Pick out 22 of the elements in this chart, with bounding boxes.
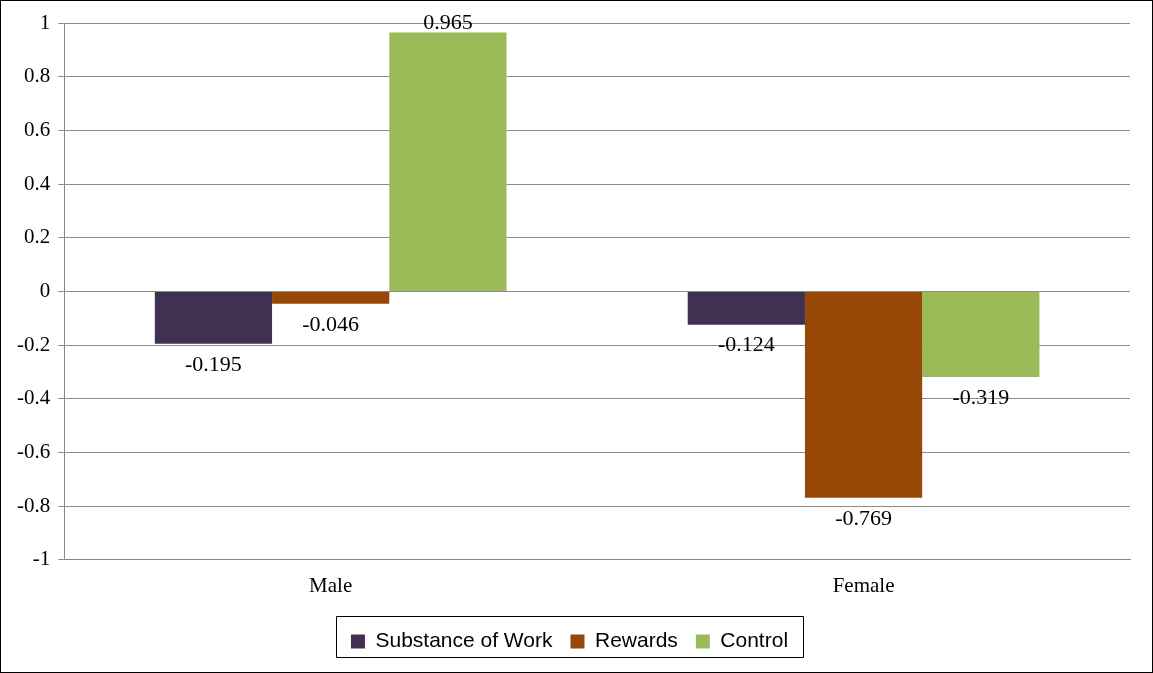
data-label: -0.195 (185, 350, 242, 376)
x-tick-label: Male (309, 572, 353, 597)
y-tick-label: -0.8 (16, 492, 51, 517)
legend-label: Control (720, 628, 789, 652)
legend-label: Rewards (594, 628, 678, 652)
x-tick-label: Female (832, 572, 895, 597)
y-tick-label: -1 (32, 546, 51, 571)
y-tick-label: 0.4 (23, 170, 51, 195)
data-label: -0.319 (952, 383, 1010, 409)
legend-label: Substance of Work (375, 628, 553, 652)
y-tick-label: -0.6 (16, 438, 51, 463)
data-label: 0.965 (423, 9, 473, 35)
y-tick-label: -0.4 (16, 385, 51, 410)
data-label: -0.769 (835, 504, 892, 530)
data-label: -0.046 (302, 310, 360, 336)
data-label: -0.124 (717, 331, 775, 357)
y-tick-label: 0 (39, 277, 51, 302)
y-tick-label: 0.2 (23, 224, 51, 249)
y-tick-label: 0.6 (23, 116, 51, 141)
y-tick-label: 0.8 (23, 63, 51, 88)
y-tick-label: -0.2 (16, 331, 51, 356)
y-tick-label: 1 (39, 9, 51, 34)
